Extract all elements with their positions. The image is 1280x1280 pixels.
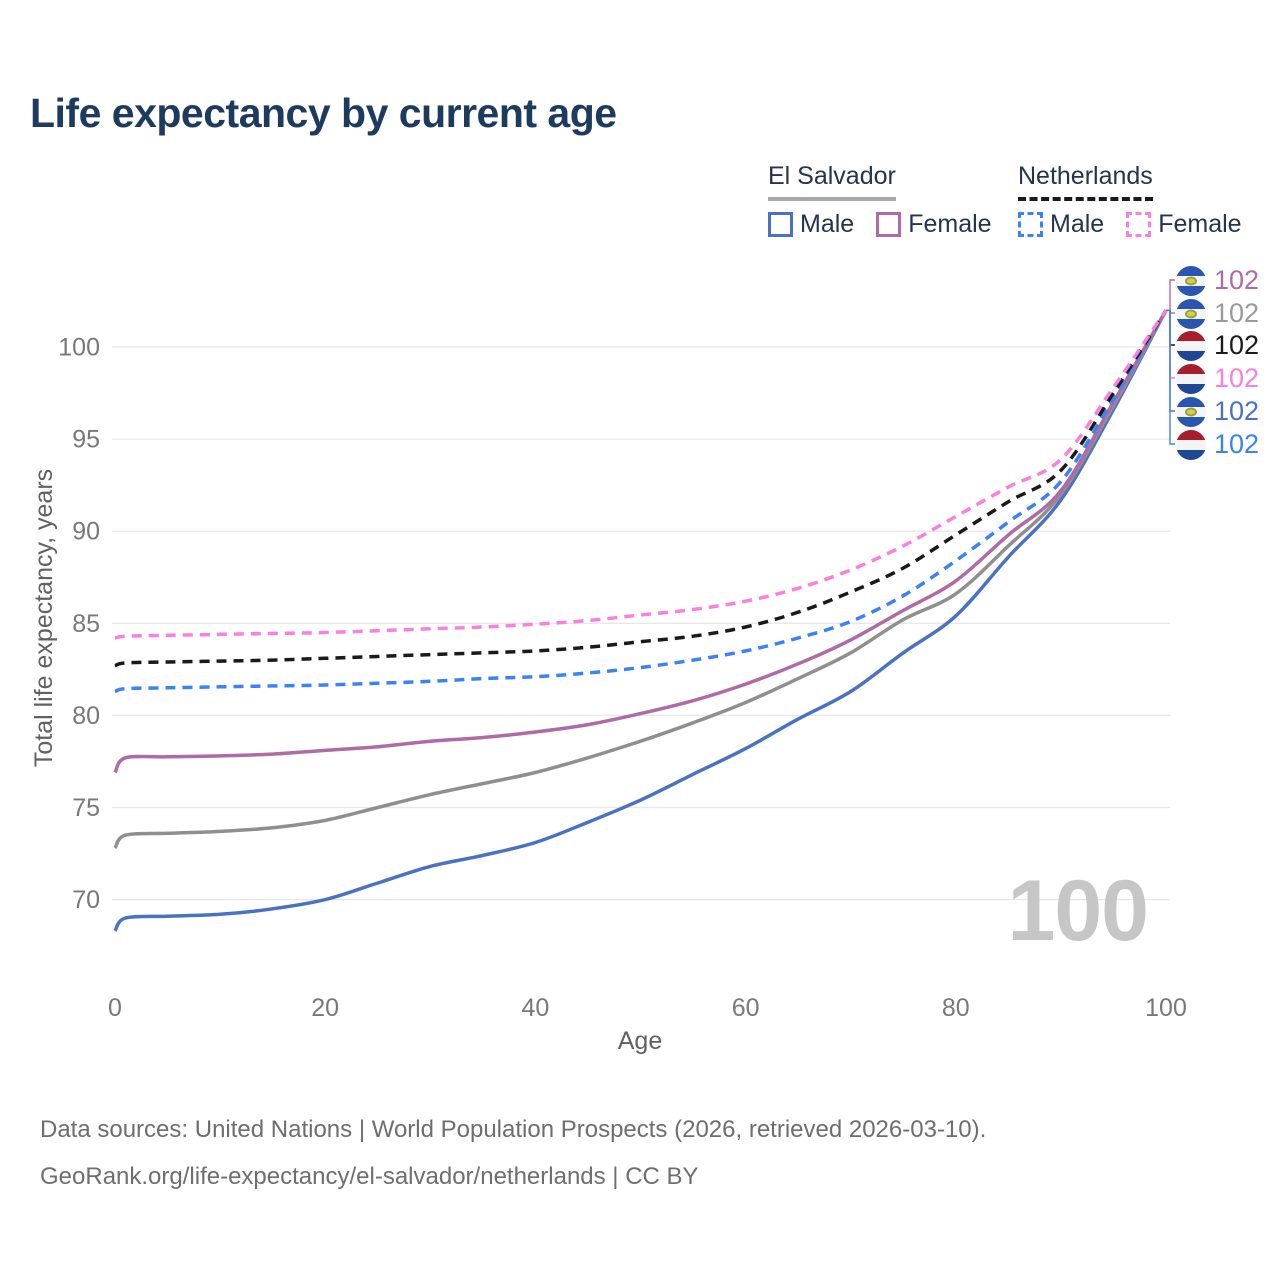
y-tick-label: 90 [72,518,100,546]
end-label-value: 102 [1214,396,1260,426]
netherlands-flag-icon [1176,429,1206,460]
y-tick-label: 85 [72,610,100,638]
end-label-value: 102 [1214,330,1260,360]
x-tick-label: 0 [108,994,122,1022]
netherlands-flag-icon [1176,363,1206,394]
legend-country-el-salvador: El Salvador [768,162,896,201]
netherlands-flag-icon [1176,330,1206,361]
series-line-netherlands-male [114,309,1168,694]
x-tick-label: 40 [521,994,549,1022]
end-label-value: 102 [1214,429,1260,459]
chart-title: Life expectancy by current age [30,90,617,136]
end-label-row: 102 [1176,329,1259,362]
line-swatch-icon [876,212,902,237]
end-label-value: 102 [1214,363,1260,393]
x-axis-title: Age [618,1027,662,1055]
el-salvador-flag-icon [1176,298,1206,329]
legend-row: Male Female [768,210,1014,239]
x-tick-label: 20 [311,994,339,1022]
legend-item-netherlands-male[interactable]: Male [1018,210,1104,239]
y-axis-title: Total life expectancy, years [30,469,58,767]
y-tick-label: 95 [72,426,100,454]
series-end-labels: 102 102 102 102 102 102 [1176,0,1276,1280]
y-tick-label: 75 [72,794,100,822]
age-watermark: 100 [1007,863,1149,959]
legend-row: Male Female [1018,210,1264,239]
end-label-row: 102 [1176,297,1259,330]
end-label-value: 102 [1214,265,1260,295]
series-line-netherlands-female [114,309,1168,640]
x-tick-label: 80 [942,994,970,1022]
end-label-row: 102 [1176,264,1259,297]
line-swatch-icon [1126,212,1152,237]
series-line-el-salvador-both-sexes- [113,309,1168,850]
end-label-connector [1166,309,1175,445]
end-label-connector [1166,279,1175,311]
legend-item-el-salvador-female[interactable]: Female [876,210,992,239]
legend-label: Female [908,210,992,238]
series-line-el-salvador-female [113,309,1168,774]
legend-label: Male [1050,210,1105,238]
x-tick-label: 60 [732,994,760,1022]
legend-group-netherlands: Netherlands Male Female [1018,162,1264,239]
x-tick-label: 100 [1145,994,1187,1022]
legend-label: Male [800,210,855,238]
series-line-el-salvador-male [113,309,1168,933]
line-swatch-icon [1018,212,1043,237]
legend-label: Female [1158,210,1242,238]
end-label-row: 102 [1176,362,1259,395]
y-tick-label: 100 [58,334,100,362]
end-label-row: 102 [1176,395,1259,428]
footer-data-sources: Data sources: United Nations | World Pop… [40,1116,987,1143]
series-line-netherlands-both-sexes- [114,309,1168,668]
legend-country-netherlands: Netherlands [1018,162,1153,201]
line-swatch-icon [768,212,793,237]
y-tick-label: 70 [72,886,100,914]
footer-attribution: GeoRank.org/life-expectancy/el-salvador/… [40,1163,699,1190]
legend-item-netherlands-female[interactable]: Female [1126,210,1242,239]
footer: Data sources: United Nations | World Pop… [40,1106,986,1200]
el-salvador-flag-icon [1176,396,1206,427]
y-tick-label: 80 [72,702,100,730]
end-label-value: 102 [1214,298,1260,328]
legend-item-el-salvador-male[interactable]: Male [768,210,854,239]
legend-group-el-salvador: El Salvador Male Female [768,162,1014,239]
el-salvador-flag-icon [1176,265,1206,296]
end-label-row: 102 [1176,428,1259,461]
